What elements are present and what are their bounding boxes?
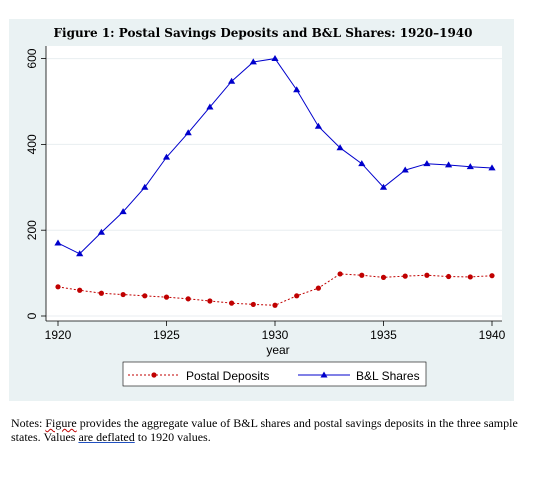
data-point-bl	[401, 166, 409, 173]
data-point-bl	[336, 144, 344, 151]
data-point-postal	[229, 300, 235, 306]
data-point-postal	[207, 298, 213, 304]
legend-postal-marker	[151, 372, 157, 378]
data-point-bl	[162, 153, 171, 160]
data-point-postal	[315, 285, 321, 291]
data-point-postal	[467, 274, 473, 280]
data-point-bl	[228, 77, 236, 84]
data-point-postal	[55, 284, 61, 290]
data-point-postal	[250, 301, 256, 308]
data-point-bl	[379, 183, 388, 190]
chart-title: Figure 1: Postal Savings Deposits and B&…	[54, 26, 473, 40]
data-point-bl	[445, 161, 453, 168]
data-point-postal	[142, 293, 148, 299]
data-point-bl	[249, 58, 257, 65]
notes-word-figure: Figure	[45, 416, 77, 430]
data-point-postal	[489, 273, 495, 279]
data-point-postal	[272, 302, 278, 308]
data-point-bl	[423, 160, 431, 167]
legend-bl-label: B&L Shares	[356, 369, 420, 383]
data-point-bl	[141, 183, 149, 190]
legend-box	[122, 361, 427, 387]
data-point-postal	[294, 293, 300, 299]
data-point-bl	[76, 250, 84, 257]
data-point-postal	[98, 290, 104, 296]
y-tick-label: 400	[25, 134, 39, 154]
data-point-postal	[359, 272, 365, 278]
data-point-bl	[184, 129, 192, 136]
x-tick-label: 1935	[370, 328, 397, 342]
data-point-bl	[119, 208, 127, 215]
data-point-bl	[97, 228, 105, 235]
y-tick-label: 600	[25, 48, 39, 68]
data-point-bl	[54, 239, 62, 246]
figure-notes: Notes: Figure provides the aggregate val…	[11, 416, 521, 444]
legend: Postal Deposits B&L Shares	[122, 361, 427, 387]
legend-postal-label: Postal Deposits	[186, 369, 269, 383]
data-point-postal	[446, 273, 452, 280]
data-point-postal	[424, 272, 430, 278]
data-point-postal	[120, 291, 126, 298]
data-point-postal	[185, 296, 191, 302]
x-tick-label: 1930	[262, 328, 289, 342]
data-point-bl	[293, 86, 301, 93]
notes-suffix: to 1920 values.	[134, 430, 211, 444]
data-point-postal	[163, 294, 170, 300]
data-point-postal	[337, 271, 343, 277]
x-axis-label: year	[266, 343, 289, 357]
data-point-bl	[314, 122, 322, 129]
notes-mid: provides the aggregate value of B&L shar…	[11, 416, 518, 444]
x-tick-label: 1920	[45, 328, 72, 342]
data-point-postal	[380, 274, 387, 280]
legend-bl-marker	[320, 371, 328, 378]
x-tick-label: 1940	[479, 328, 506, 342]
y-tick-label: 0	[25, 312, 39, 319]
notes-word-deflated: are deflated	[78, 430, 135, 444]
series-layer	[54, 54, 496, 308]
notes-prefix: Notes:	[11, 416, 46, 430]
plot-region	[46, 46, 502, 321]
x-tick-label: 1925	[153, 328, 180, 342]
data-point-bl	[358, 160, 366, 167]
data-point-bl	[488, 164, 496, 171]
data-point-postal	[77, 287, 83, 293]
data-point-bl	[271, 54, 279, 61]
x-axis: 1920 1925 1930 1935 1940	[45, 320, 506, 342]
data-point-bl	[206, 103, 214, 110]
data-point-bl	[466, 163, 474, 170]
data-point-postal	[402, 273, 408, 279]
y-axis: 0 200 400 600	[25, 46, 47, 321]
y-tick-label: 200	[25, 220, 39, 240]
